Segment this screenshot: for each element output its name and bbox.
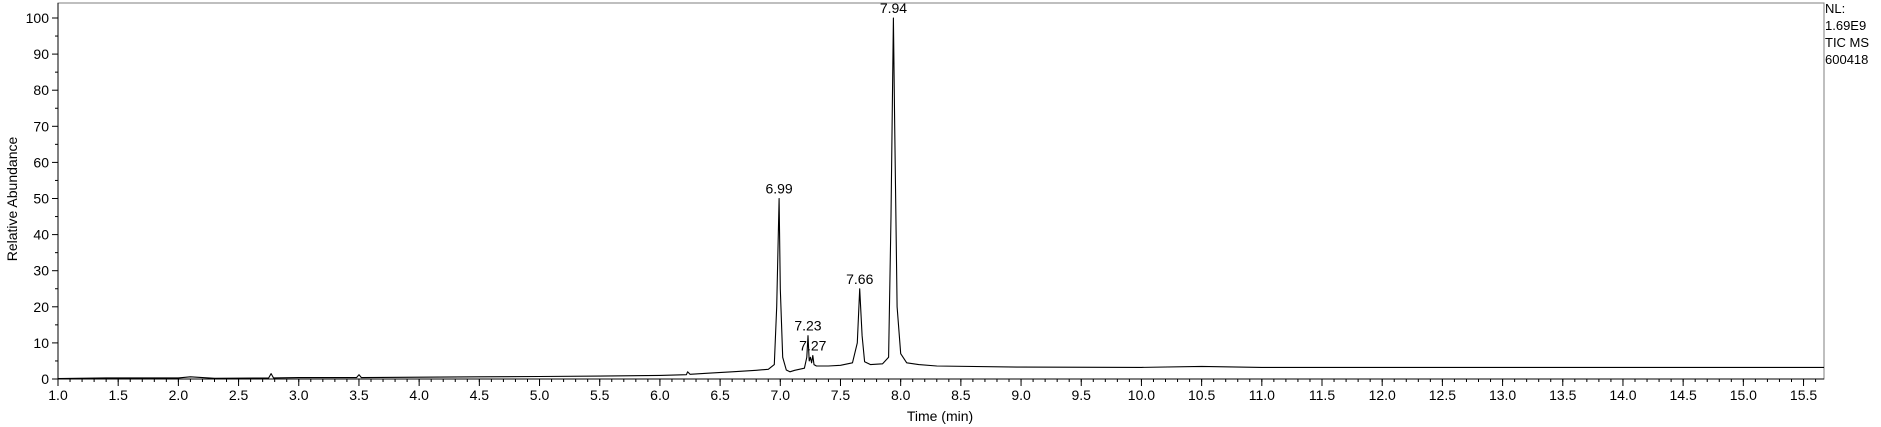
peak-label: 7.23 bbox=[794, 318, 821, 334]
x-tick-label: 2.5 bbox=[229, 387, 249, 403]
y-tick-label: 0 bbox=[41, 371, 49, 387]
y-tick-label: 10 bbox=[33, 335, 49, 351]
x-tick-label: 11.5 bbox=[1309, 387, 1335, 403]
x-tick-label: 7.0 bbox=[771, 387, 791, 403]
peak-labels: 6.99 7.23 7.27 7.66 7.94 bbox=[765, 0, 907, 354]
x-tick-label: 8.0 bbox=[891, 387, 911, 403]
y-tick-label: 50 bbox=[33, 191, 49, 207]
trace-info-panel: NL: 1.69E9 TIC MS 600418 bbox=[1825, 0, 1869, 68]
y-tick-label: 100 bbox=[26, 10, 50, 26]
peak-label: 7.94 bbox=[880, 0, 907, 16]
x-tick-label: 3.5 bbox=[349, 387, 369, 403]
y-axis-title: Relative Abundance bbox=[4, 137, 20, 262]
x-tick-label: 6.5 bbox=[710, 387, 730, 403]
peak-label: 7.27 bbox=[799, 338, 826, 354]
x-tick-label: 11.0 bbox=[1249, 387, 1275, 403]
x-tick-label: 4.5 bbox=[470, 387, 490, 403]
x-tick-label: 15.5 bbox=[1790, 387, 1817, 403]
file-name: 600418 bbox=[1825, 52, 1869, 67]
peak-label: 6.99 bbox=[765, 181, 792, 197]
x-tick-label: 6.0 bbox=[650, 387, 670, 403]
x-tick-label: 14.5 bbox=[1670, 387, 1697, 403]
y-tick-label: 90 bbox=[33, 46, 49, 62]
x-tick-label: 12.5 bbox=[1429, 387, 1456, 403]
x-axis-title: Time (min) bbox=[907, 408, 973, 424]
x-tick-label: 5.0 bbox=[530, 387, 550, 403]
x-tick-label: 9.5 bbox=[1072, 387, 1092, 403]
x-tick-label: 9.0 bbox=[1011, 387, 1031, 403]
y-tick-label: 70 bbox=[33, 118, 49, 134]
x-tick-label: 7.5 bbox=[831, 387, 851, 403]
x-tick-label: 2.0 bbox=[169, 387, 189, 403]
x-tick-label: 1.0 bbox=[48, 387, 68, 403]
x-tick-label: 12.0 bbox=[1369, 387, 1396, 403]
plot-frame bbox=[57, 2, 1825, 380]
y-tick-label: 20 bbox=[33, 299, 49, 315]
x-tick-label: 5.5 bbox=[590, 387, 610, 403]
x-tick-label: 1.5 bbox=[108, 387, 128, 403]
peak-label: 7.66 bbox=[846, 271, 873, 287]
x-tick-label: 3.0 bbox=[289, 387, 309, 403]
normalization-value: 1.69E9 bbox=[1825, 18, 1867, 33]
y-tick-label: 60 bbox=[33, 154, 49, 170]
x-tick-label: 15.0 bbox=[1730, 387, 1757, 403]
tic-trace bbox=[57, 17, 1824, 380]
x-tick-label: 10.5 bbox=[1188, 387, 1215, 403]
normalization-label: NL: bbox=[1825, 1, 1846, 16]
y-tick-label: 40 bbox=[33, 227, 49, 243]
x-tick-label: 4.0 bbox=[409, 387, 429, 403]
y-tick-label: 30 bbox=[33, 263, 49, 279]
plot-border bbox=[57, 2, 1825, 380]
x-tick-label: 10.0 bbox=[1128, 387, 1155, 403]
y-axis: 0 10 20 30 40 50 60 70 80 90 100 bbox=[26, 10, 58, 387]
y-tick-label: 80 bbox=[33, 82, 49, 98]
x-axis: 1.0 1.5 2.0 2.5 3.0 3.5 4.0 4.5 5.0 5.5 6.0 6.5 7.0 7… bbox=[48, 379, 1817, 403]
x-tick-label: 13.0 bbox=[1489, 387, 1516, 403]
series-line bbox=[57, 17, 1824, 380]
x-tick-label: 14.0 bbox=[1609, 387, 1636, 403]
trace-type: TIC MS bbox=[1825, 35, 1870, 50]
x-tick-label: 13.5 bbox=[1549, 387, 1576, 403]
x-tick-label: 8.5 bbox=[951, 387, 971, 403]
